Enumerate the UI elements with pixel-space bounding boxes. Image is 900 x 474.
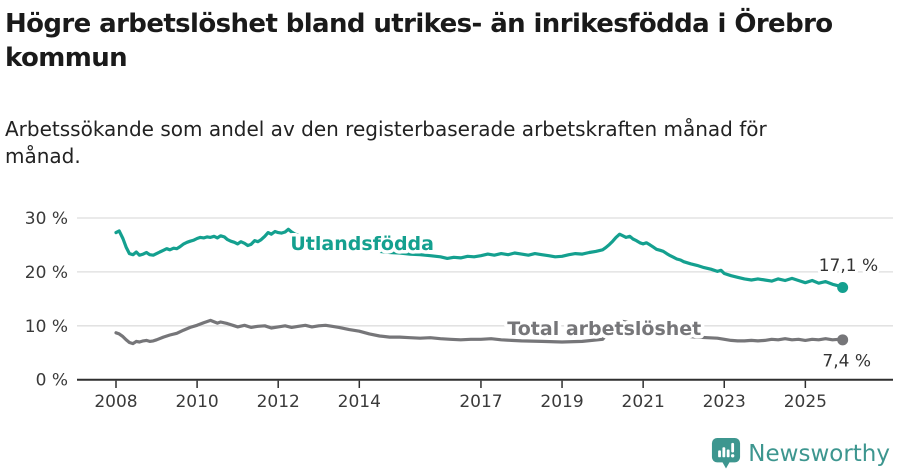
end-value-label: 17,1 % <box>819 255 878 275</box>
svg-text:0 %: 0 % <box>36 370 68 390</box>
end-value-label: 7,4 % <box>822 351 871 371</box>
svg-text:10 %: 10 % <box>25 316 68 336</box>
svg-text:2021: 2021 <box>622 392 665 412</box>
svg-text:2010: 2010 <box>175 392 218 412</box>
svg-text:2014: 2014 <box>338 392 381 412</box>
newsworthy-chart-bubble-icon <box>712 438 741 469</box>
series-label: Utlandsfödda <box>290 232 434 254</box>
svg-text:2017: 2017 <box>459 392 502 412</box>
footer: Newsworthy <box>711 437 890 470</box>
newsworthy-brand-text: Newsworthy <box>748 440 890 467</box>
svg-text:2012: 2012 <box>257 392 300 412</box>
unemployment-line-chart: 0 % 10 % 20 % 30 % 2008 2010 2012 2014 2017 2019 2… <box>25 209 893 412</box>
chart-subtitle: Arbetssökande som andel av den registerb… <box>5 116 767 168</box>
series-label: Total arbetslöshet <box>507 318 701 340</box>
series-end-dot <box>837 333 849 345</box>
svg-text:2019: 2019 <box>540 392 583 412</box>
series-end-dot <box>837 281 849 293</box>
svg-text:20 %: 20 % <box>25 262 68 282</box>
svg-text:2023: 2023 <box>703 392 746 412</box>
svg-text:2008: 2008 <box>94 392 137 412</box>
svg-text:2025: 2025 <box>784 392 827 412</box>
chart-title: Högre arbetslöshet bland utrikes- än inr… <box>5 9 833 73</box>
svg-text:30 %: 30 % <box>25 209 68 229</box>
